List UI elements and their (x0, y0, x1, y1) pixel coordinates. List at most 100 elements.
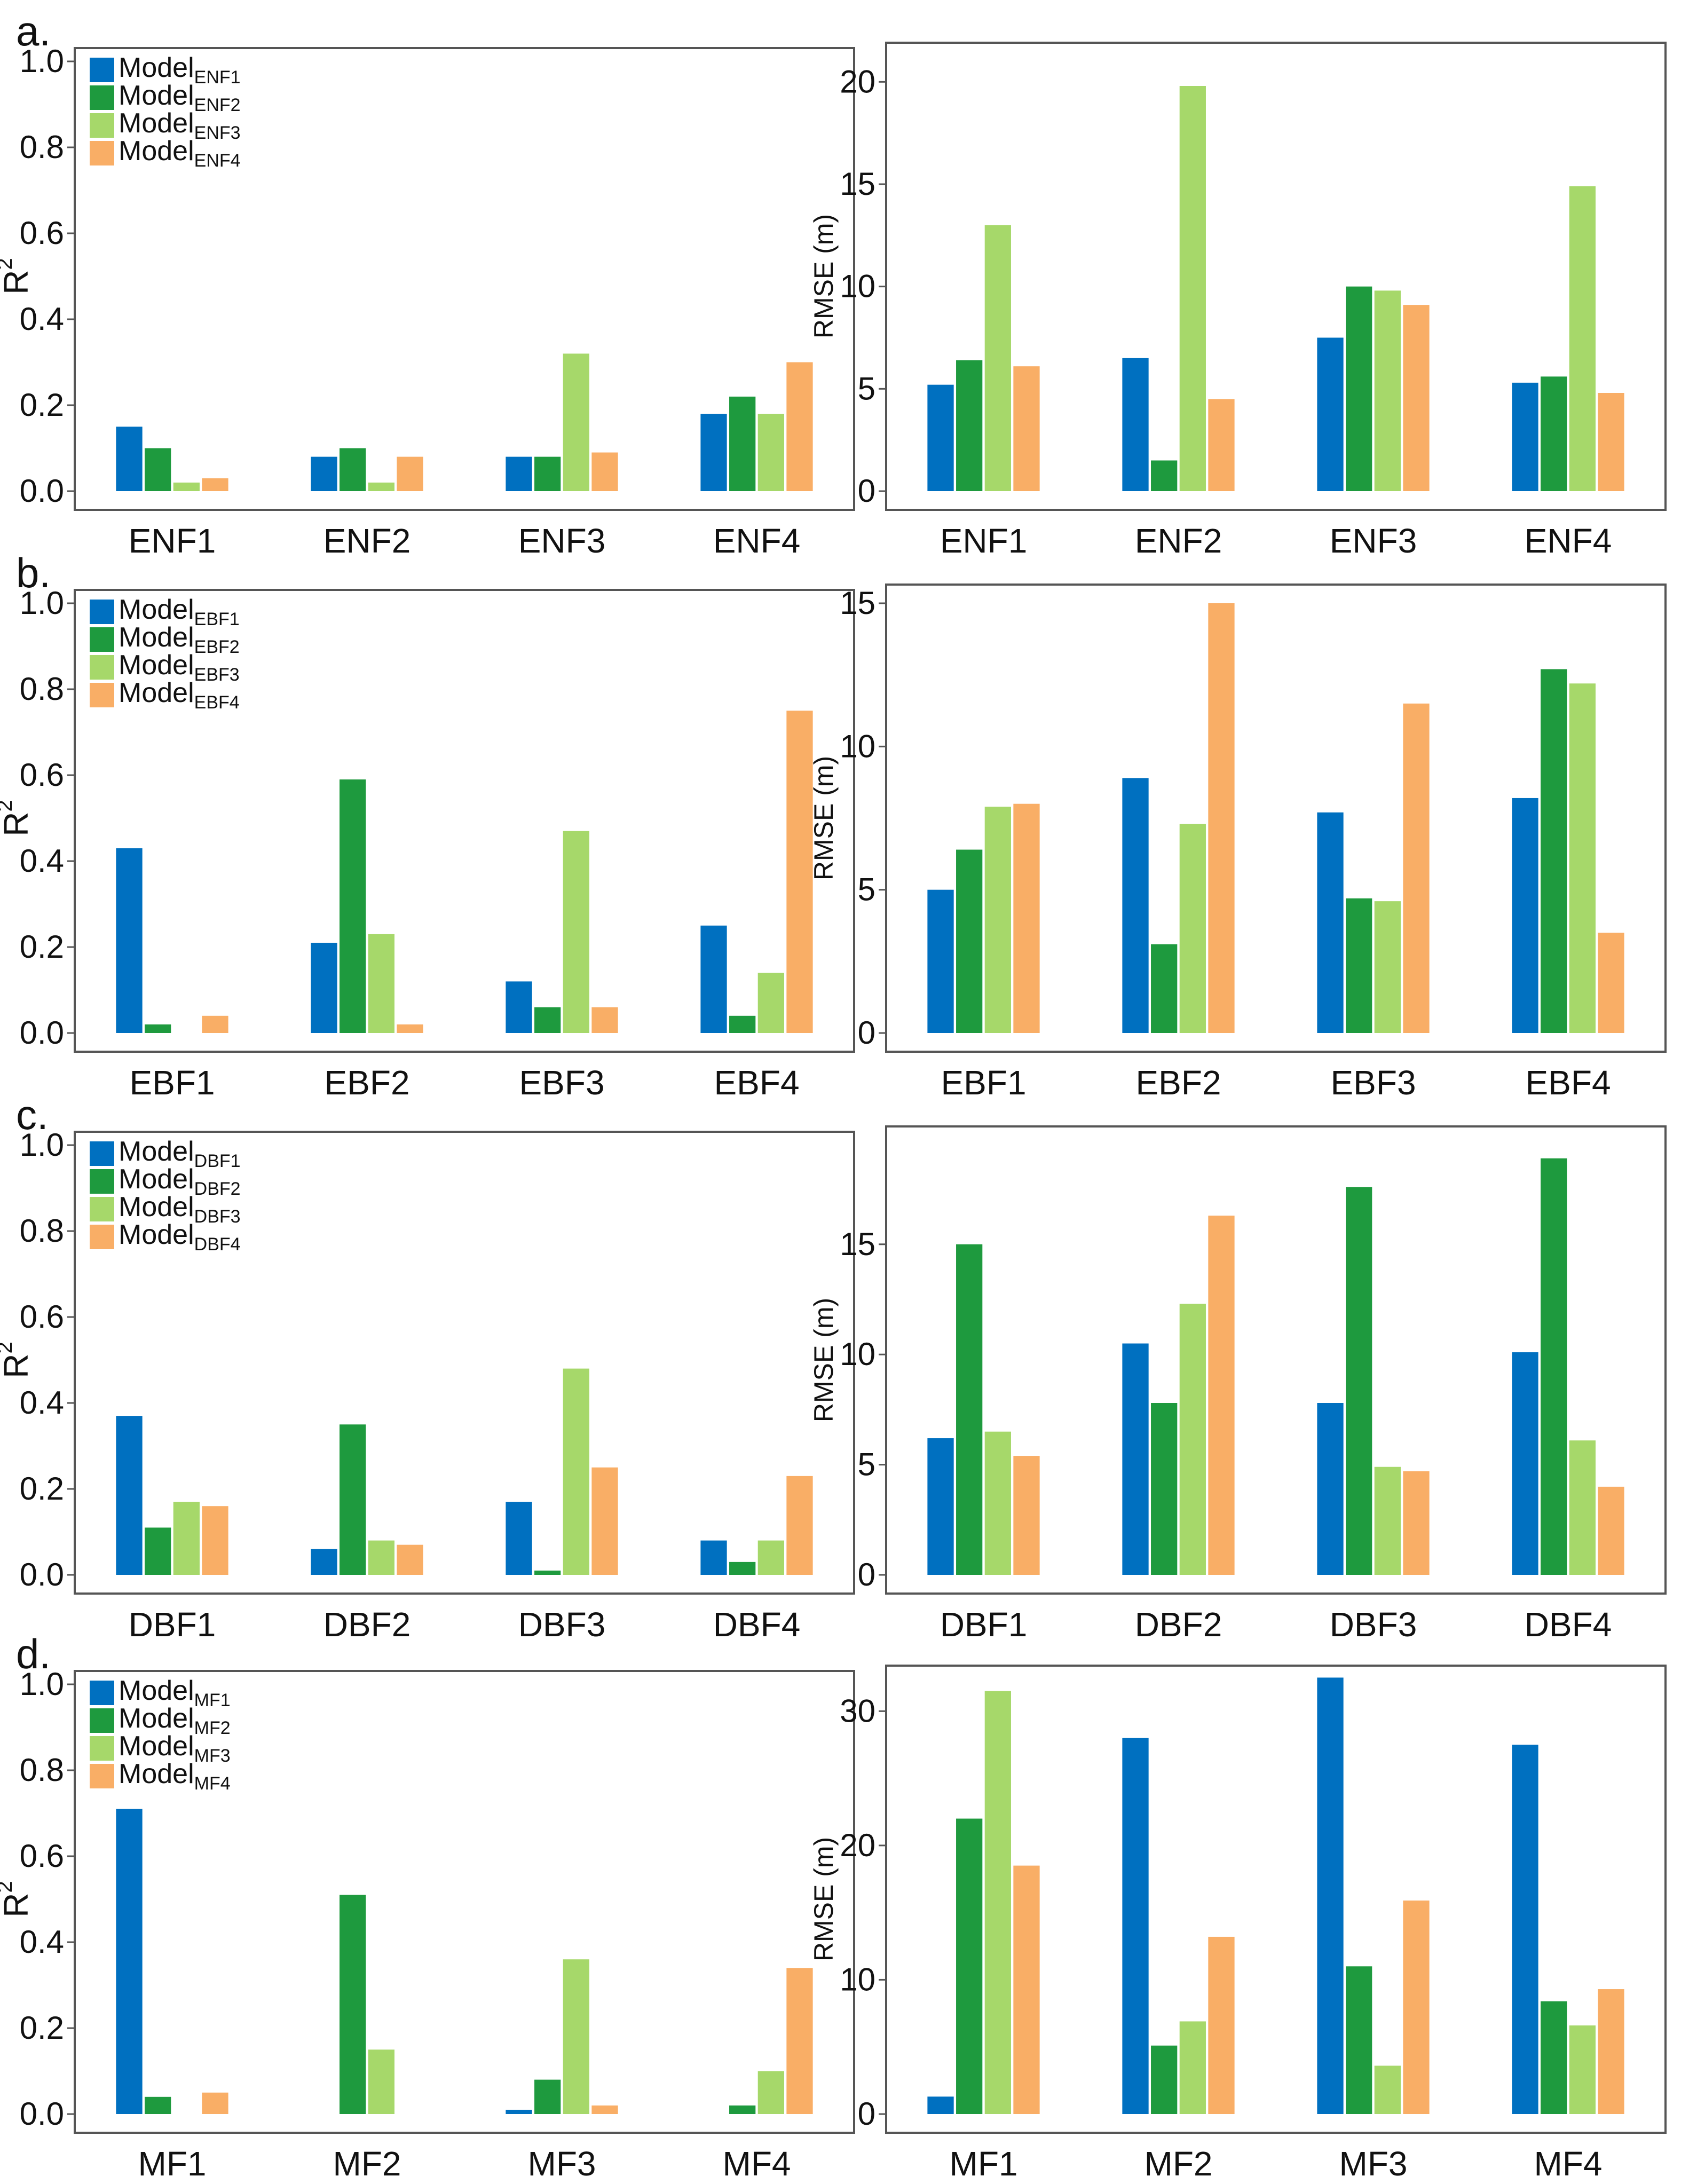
y-tick-label: 0 (858, 473, 875, 509)
legend-swatch (90, 1681, 114, 1705)
bar-ModelEBF3-EBF2 (368, 934, 394, 1033)
y-tick-label: 0.2 (20, 1471, 64, 1507)
x-tick-label: ENF4 (713, 522, 801, 560)
legend-swatch (90, 85, 114, 110)
bar-ModelEBF1-EBF2 (1122, 778, 1149, 1033)
bar-ModelENF2-ENF3 (1346, 286, 1372, 491)
bar-ModelEBF1-EBF3 (1317, 812, 1344, 1033)
bar-ModelEBF4-EBF4 (1598, 933, 1624, 1033)
y-tick-label: 0.4 (20, 301, 64, 337)
y-tick-label: 5 (858, 1447, 875, 1483)
legend-swatch (90, 1197, 114, 1221)
bar-ModelENF1-ENF1 (927, 384, 954, 491)
bar-ModelEBF1-EBF4 (1512, 798, 1538, 1033)
y-tick-label: 15 (840, 166, 875, 202)
legend-label: ModelMF2 (119, 1703, 231, 1738)
bar-ModelMF2-MF1 (145, 2096, 171, 2114)
bar-ModelENF2-ENF1 (145, 448, 171, 491)
bar-ModelEBF3-EBF1 (984, 807, 1011, 1033)
y-tick-label: 10 (840, 728, 875, 764)
legend-swatch (90, 1225, 114, 1249)
bar-ModelEBF3-EBF2 (1179, 824, 1206, 1033)
bar-ModelENF1-ENF1 (116, 427, 143, 491)
bar-ModelDBF4-DBF1 (1013, 1456, 1040, 1575)
bar-ModelEBF1-EBF2 (311, 942, 337, 1033)
bar-ModelEBF2-EBF2 (340, 779, 366, 1033)
bar-ModelDBF1-DBF1 (927, 1438, 954, 1575)
bar-ModelMF4-MF1 (1013, 1865, 1040, 2114)
bar-ModelEBF2-EBF1 (145, 1024, 171, 1033)
plot-frame (74, 1670, 855, 2134)
bar-ModelDBF1-DBF3 (506, 1502, 532, 1575)
bar-ModelDBF1-DBF1 (116, 1416, 143, 1575)
y-tick-label: 30 (840, 1693, 875, 1729)
bar-ModelDBF4-DBF4 (1598, 1486, 1624, 1575)
bar-ModelMF1-MF3 (1317, 1677, 1344, 2114)
bar-ModelENF4-ENF3 (1403, 305, 1430, 491)
bar-ModelENF4-ENF1 (1013, 366, 1040, 491)
legend-label: ModelENF4 (119, 136, 241, 171)
bar-ModelDBF3-DBF1 (173, 1502, 200, 1575)
y-tick-label: 0.4 (20, 1385, 64, 1421)
bar-ModelEBF1-EBF1 (927, 889, 954, 1033)
x-tick-label: EBF4 (1525, 1063, 1611, 1102)
bar-ModelMF1-MF2 (1122, 1738, 1149, 2114)
legend-label: ModelDBF4 (119, 1219, 241, 1255)
bar-ModelENF1-ENF4 (1512, 382, 1538, 491)
chart-panel-7: d. 0.0 0.2 0.4 0.6 0.8 1.0 R2 MF1 MF2 MF3 MF4 ModelM… (0, 1630, 855, 2183)
bar-ModelMF4-MF1 (202, 2092, 228, 2114)
y-tick-label: 20 (840, 1827, 875, 1863)
bar-ModelDBF2-DBF2 (1151, 1403, 1178, 1575)
bar-ModelMF1-MF4 (1512, 1745, 1538, 2114)
bar-ModelDBF2-DBF1 (145, 1527, 171, 1575)
bar-ModelMF2-MF3 (1346, 1966, 1372, 2114)
y-tick-label: 5 (858, 872, 875, 908)
bar-ModelMF4-MF3 (1403, 1901, 1430, 2114)
bar-ModelENF4-ENF4 (786, 362, 813, 491)
legend-label: ModelEBF4 (119, 677, 240, 713)
bar-ModelENF2-ENF1 (956, 360, 983, 491)
x-tick-label: MF3 (528, 2144, 596, 2183)
panel-label: d. (16, 1630, 51, 1677)
bar-ModelDBF3-DBF2 (1179, 1304, 1206, 1575)
y-tick-label: 15 (840, 1226, 875, 1262)
x-tick-label: ENF1 (129, 522, 216, 560)
bar-ModelEBF4-EBF3 (591, 1007, 618, 1033)
y-axis-label: RMSE (m) (809, 756, 839, 880)
y-tick-label: 0.6 (20, 215, 64, 251)
bar-ModelEBF3-EBF4 (757, 973, 784, 1033)
bar-ModelENF3-ENF3 (1374, 290, 1401, 491)
bar-ModelMF3-MF2 (1179, 2021, 1206, 2114)
bar-ModelENF2-ENF2 (1151, 460, 1178, 491)
x-tick-label: DBF3 (518, 1605, 606, 1644)
bar-ModelENF2-ENF4 (1541, 376, 1567, 491)
bar-ModelEBF3-EBF3 (1374, 901, 1401, 1033)
y-tick-label: 1.0 (20, 43, 64, 79)
panel-label: c. (16, 1091, 49, 1138)
y-tick-label: 0.8 (20, 129, 64, 165)
bar-ModelEBF1-EBF3 (506, 981, 532, 1033)
y-tick-label: 5 (858, 370, 875, 406)
legend-label: ModelENF3 (119, 108, 241, 143)
bar-ModelENF4-ENF1 (202, 478, 228, 491)
x-tick-label: EBF2 (1135, 1063, 1221, 1102)
y-tick-label: 1.0 (20, 1127, 64, 1163)
y-tick-label: 0.4 (20, 843, 64, 879)
y-tick-label: 1.0 (20, 585, 64, 621)
plot-frame (885, 42, 1667, 511)
bar-ModelDBF1-DBF4 (700, 1540, 727, 1575)
chart-panel-4: 0 5 10 15 RMSE (m) EBF1 EBF2 EBF3 EBF4 (809, 584, 1667, 1102)
plot-frame (885, 584, 1667, 1053)
bar-ModelENF3-ENF1 (173, 482, 200, 491)
legend-swatch (90, 1736, 114, 1761)
chart-panel-2: 0 5 10 15 20 RMSE (m) ENF1 ENF2 ENF3 ENF4 (809, 42, 1667, 560)
x-tick-label: DBF1 (129, 1605, 216, 1644)
bar-ModelDBF2-DBF2 (340, 1424, 366, 1575)
legend-swatch (90, 113, 114, 138)
bar-ModelMF3-MF4 (1569, 2025, 1596, 2114)
y-axis-label: RMSE (m) (809, 1837, 839, 1961)
y-tick-label: 0.8 (20, 671, 64, 707)
x-tick-label: DBF3 (1330, 1605, 1417, 1644)
bar-ModelENF1-ENF3 (1317, 337, 1344, 491)
bar-ModelDBF4-DBF3 (591, 1467, 618, 1575)
